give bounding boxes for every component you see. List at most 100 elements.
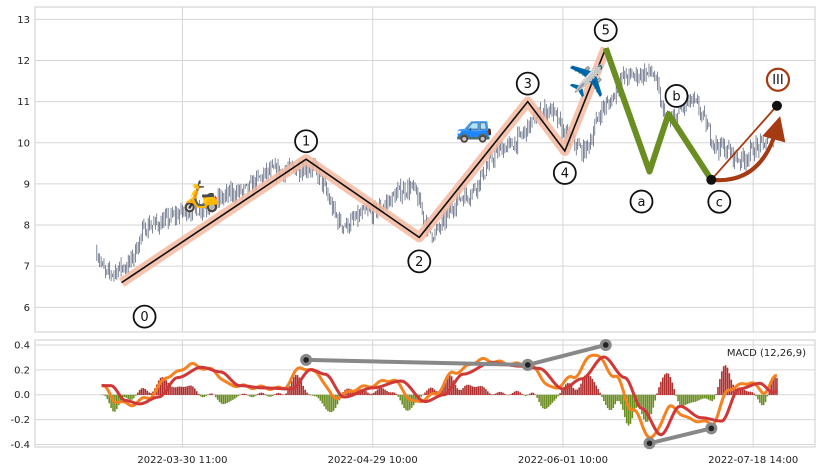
macd-histogram-bar xyxy=(142,388,145,396)
macd-histogram-bar xyxy=(665,373,668,396)
macd-histogram-bar xyxy=(500,391,502,396)
wave-label-0-circle xyxy=(132,304,157,329)
macd-histogram-bar xyxy=(471,386,474,396)
macd-histogram-bar xyxy=(131,394,133,400)
macd-histogram-bar xyxy=(127,394,130,400)
macd-histogram-bar xyxy=(369,393,371,396)
macd-histogram-bar xyxy=(553,394,556,401)
macd-histogram-bar xyxy=(667,373,670,396)
macd-histogram-bar xyxy=(228,394,230,403)
macd-histogram-bar xyxy=(266,394,268,396)
macd-histogram-bar xyxy=(466,384,468,396)
macd-histogram-bar xyxy=(688,394,691,404)
macd-histogram-bar xyxy=(405,394,407,411)
macd-histogram-bar xyxy=(557,394,559,397)
wave-labels: 0 1 2 3 4 5 a b c III xyxy=(132,18,791,329)
macd-histogram xyxy=(100,365,778,426)
macd-histogram-bar xyxy=(618,394,620,402)
macd-histogram-bar xyxy=(745,390,748,396)
macd-histogram-bar xyxy=(192,386,194,396)
macd-histogram-bar xyxy=(536,394,539,398)
macd-histogram-bar xyxy=(681,394,683,406)
macd-histogram-bar xyxy=(323,394,325,407)
macd-histogram-bar xyxy=(386,391,388,396)
macd-histogram-bar xyxy=(644,394,647,422)
signal-line xyxy=(101,355,779,437)
macd-histogram-bar xyxy=(245,394,247,396)
macd-histogram-bar xyxy=(226,394,228,404)
macd-histogram-bar xyxy=(174,387,177,396)
macd-histogram-bar xyxy=(279,393,282,396)
wave-icons: 🛵 🚙 ✈️ xyxy=(183,62,606,214)
macd-histogram-bar xyxy=(627,394,630,426)
macd-histogram-bar xyxy=(401,394,403,405)
price-y-tick: 13 xyxy=(17,15,30,26)
wave-label-III: III xyxy=(772,73,784,88)
macd-histogram-bar xyxy=(730,379,733,396)
macd-histogram-bar xyxy=(547,394,550,407)
macd-histogram-bar xyxy=(391,392,394,396)
macd-histogram-bar xyxy=(148,392,150,396)
macd-histogram-bar xyxy=(608,394,611,410)
wave-label-c: c xyxy=(716,195,723,210)
macd-histogram-bar xyxy=(610,394,613,410)
macd-histogram-bar xyxy=(382,388,384,396)
macd-histogram-bar xyxy=(597,389,599,396)
macd-histogram-bar xyxy=(593,382,596,396)
macd-histogram-bar xyxy=(747,391,750,396)
macd-histogram-bar xyxy=(138,389,141,396)
macd-histogram-bar xyxy=(589,376,592,396)
macd-histogram-bar xyxy=(620,394,622,405)
macd-histogram-bar xyxy=(511,392,514,396)
macd-histogram-bar xyxy=(675,394,677,396)
macd-histogram-bar xyxy=(104,394,107,397)
macd-histogram-bar xyxy=(247,394,249,396)
x-axis-ticks: 2022-03-30 11:00 2022-04-29 10:00 2022-06-… xyxy=(137,455,798,466)
wave-label-III-circle xyxy=(765,67,791,92)
macd-y-tick: -0.2 xyxy=(10,415,30,426)
macd-histogram-bar xyxy=(186,386,188,396)
macd-histogram-bar xyxy=(462,387,464,396)
macd-histogram-bar xyxy=(467,384,470,396)
wave-label-2: 2 xyxy=(415,255,423,270)
macd-histogram-bar xyxy=(218,394,221,402)
macd-histogram-bar xyxy=(176,386,179,396)
x-tick-label: 2022-04-29 10:00 xyxy=(328,455,418,466)
macd-histogram-bar xyxy=(110,394,112,408)
macd-histogram-bar xyxy=(275,393,278,396)
macd-histogram-bar xyxy=(707,394,710,400)
macd-y-tick: 0.0 xyxy=(14,390,30,401)
macd-histogram-bar xyxy=(243,393,246,396)
macd-histogram-bar xyxy=(604,394,607,405)
macd-histogram-bar xyxy=(424,392,426,396)
macd-histogram-bar xyxy=(715,394,717,396)
macd-histogram-bar xyxy=(220,394,223,404)
scooter-icon: 🛵 xyxy=(183,179,220,214)
macd-histogram-bar xyxy=(473,386,476,396)
macd-histogram-bar xyxy=(690,394,693,403)
macd-histogram-bar xyxy=(367,392,369,396)
macd-histogram-bar xyxy=(532,392,535,396)
macd-histogram-bar xyxy=(454,384,457,396)
macd-histogram-bar xyxy=(365,391,367,396)
impulse-wave-line xyxy=(121,47,607,284)
macd-histogram-bar xyxy=(112,394,114,412)
macd-histogram-bar xyxy=(719,379,721,396)
macd-histogram-bar xyxy=(456,388,459,396)
macd-histogram-bar xyxy=(277,392,280,396)
price-y-tick: 6 xyxy=(24,303,30,314)
macd-histogram-bar xyxy=(230,394,232,401)
macd-histogram-bar xyxy=(776,378,778,396)
macd-histogram-bar xyxy=(494,393,497,396)
macd-histogram-bar xyxy=(233,394,236,399)
macd-histogram-bar xyxy=(639,394,641,410)
macd-histogram-bar xyxy=(252,394,255,397)
macd-histogram-bar xyxy=(641,394,643,415)
macd-histogram-bar xyxy=(622,394,624,410)
macd-histogram-bar xyxy=(372,392,375,396)
macd-histogram-bar xyxy=(159,377,162,396)
x-tick-label: 2022-06-01 10:00 xyxy=(518,455,608,466)
macd-histogram-bar xyxy=(308,394,310,396)
wave-label-a: a xyxy=(638,195,646,210)
macd-histogram-bar xyxy=(135,394,137,396)
